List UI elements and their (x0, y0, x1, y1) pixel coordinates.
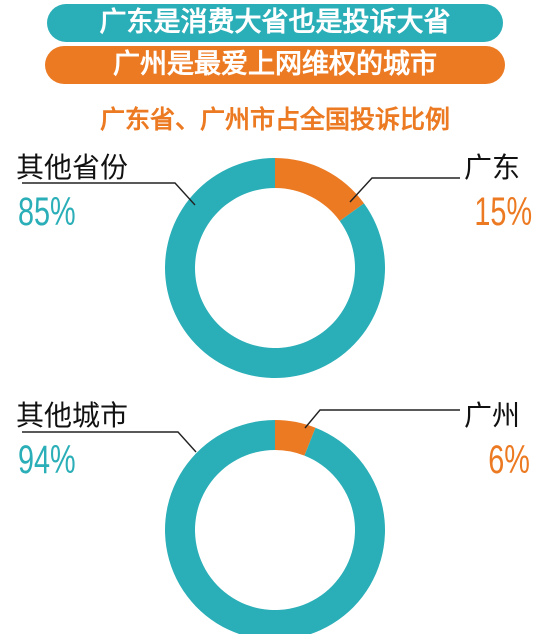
leader-line-guangdong (349, 177, 460, 203)
leader-line-other-cities (22, 431, 197, 453)
label-other-cities: 其他城市 (16, 399, 129, 432)
leader-line-other-provinces (22, 182, 196, 206)
donut-chart-province (22, 158, 460, 378)
donut-slice-other-cities (165, 420, 385, 634)
value-guangdong: 15% (474, 190, 532, 234)
title-banner-consumption: 广东是消费大省也是投诉大省 (47, 4, 503, 42)
donut-chart-city (22, 409, 460, 634)
chart-subtitle: 广东省、广州市占全国投诉比例 (99, 105, 450, 134)
leader-line-guangzhou (304, 409, 460, 429)
title-banner-guangzhou: 广州是最爱上网维权的城市 (45, 46, 505, 84)
label-other-provinces: 其他省份 (16, 151, 129, 184)
label-guangzhou: 广州 (464, 399, 521, 432)
label-guangdong: 广东 (464, 151, 521, 184)
value-guangzhou: 6% (488, 438, 530, 482)
value-other-cities: 94% (18, 438, 76, 482)
donut-slice-guangzhou (275, 420, 316, 456)
donut-slice-guangdong (275, 158, 364, 221)
value-other-provinces: 85% (18, 190, 76, 234)
